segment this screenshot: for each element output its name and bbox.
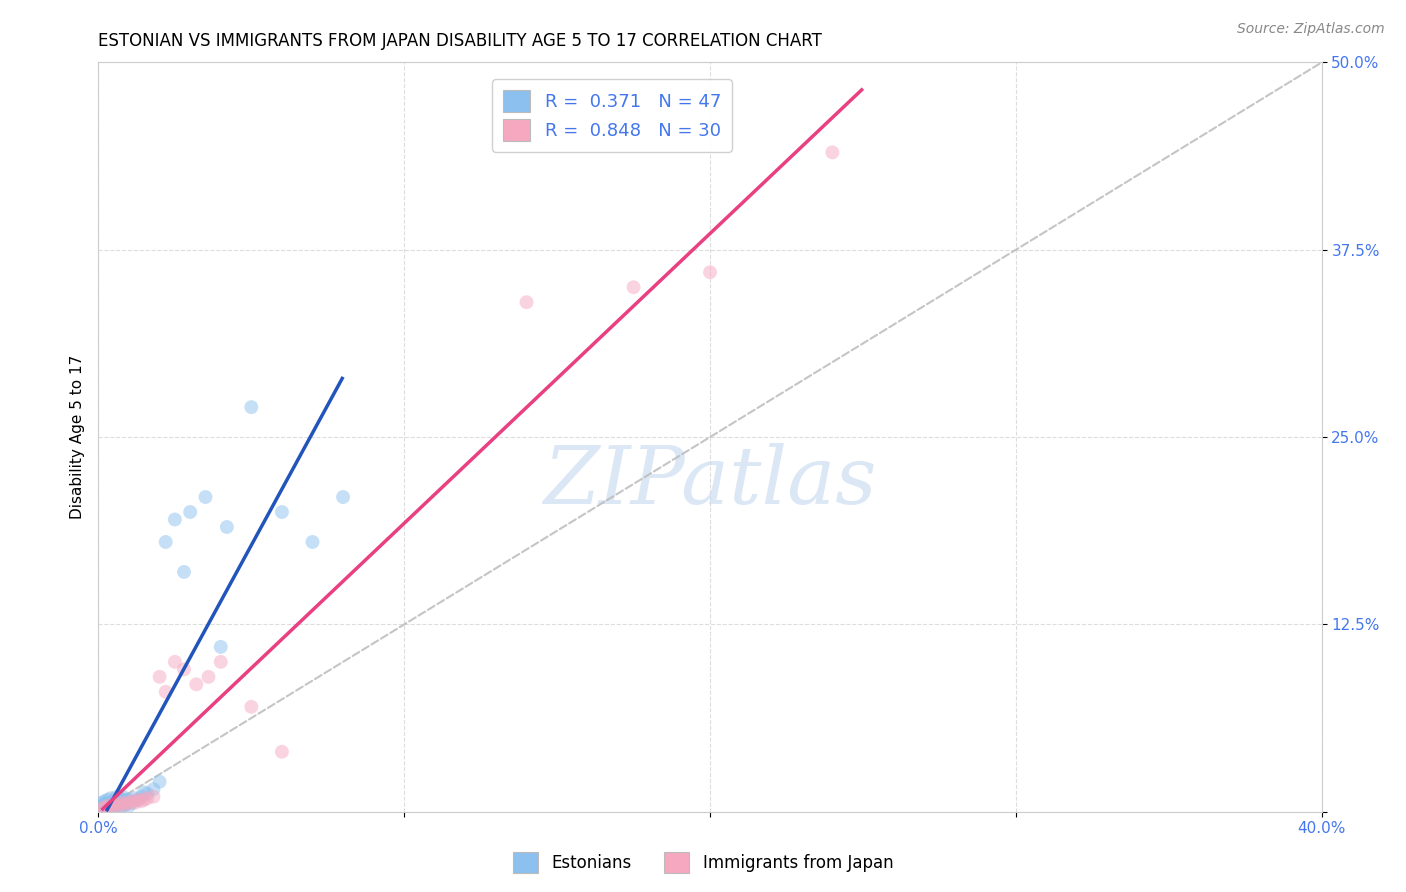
Point	[93, 797, 115, 812]
Point	[129, 794, 152, 808]
Point	[699, 265, 721, 279]
Point	[103, 794, 125, 808]
Point	[163, 512, 186, 526]
Point	[97, 793, 120, 807]
Point	[97, 798, 120, 813]
Point	[118, 798, 141, 813]
Point	[108, 791, 131, 805]
Point	[100, 800, 122, 814]
Point	[301, 535, 323, 549]
Point	[103, 797, 125, 812]
Point	[516, 295, 538, 310]
Point	[93, 800, 115, 814]
Point	[124, 791, 146, 805]
Text: ZIPatlas: ZIPatlas	[543, 443, 877, 521]
Point	[129, 789, 152, 804]
Point	[118, 793, 141, 807]
Point	[332, 490, 354, 504]
Legend: Estonians, Immigrants from Japan: Estonians, Immigrants from Japan	[506, 846, 900, 880]
Point	[100, 796, 122, 810]
Point	[142, 782, 165, 797]
Point	[186, 677, 208, 691]
Point	[108, 798, 131, 813]
Point	[108, 800, 131, 814]
Point	[270, 505, 292, 519]
Point	[103, 798, 125, 813]
Point	[173, 565, 195, 579]
Point	[124, 796, 146, 810]
Point	[93, 794, 115, 808]
Point	[97, 798, 120, 813]
Point	[270, 745, 292, 759]
Legend: R =  0.371   N = 47, R =  0.848   N = 30: R = 0.371 N = 47, R = 0.848 N = 30	[492, 79, 733, 152]
Point	[127, 793, 149, 807]
Point	[115, 797, 138, 812]
Point	[134, 793, 156, 807]
Point	[209, 655, 232, 669]
Point	[240, 400, 263, 414]
Point	[623, 280, 645, 294]
Point	[240, 699, 263, 714]
Point	[90, 802, 112, 816]
Point	[111, 796, 134, 810]
Point	[100, 791, 122, 805]
Point	[93, 800, 115, 814]
Point	[115, 797, 138, 812]
Point	[115, 793, 138, 807]
Point	[90, 798, 112, 813]
Text: ESTONIAN VS IMMIGRANTS FROM JAPAN DISABILITY AGE 5 TO 17 CORRELATION CHART: ESTONIAN VS IMMIGRANTS FROM JAPAN DISABI…	[98, 32, 823, 50]
Point	[149, 670, 172, 684]
Point	[179, 505, 201, 519]
Point	[121, 794, 143, 808]
Point	[103, 800, 125, 814]
Point	[105, 798, 128, 813]
Point	[209, 640, 232, 654]
Point	[90, 802, 112, 816]
Point	[194, 490, 217, 504]
Y-axis label: Disability Age 5 to 17: Disability Age 5 to 17	[69, 355, 84, 519]
Point	[100, 800, 122, 814]
Point	[108, 796, 131, 810]
Point	[136, 791, 159, 805]
Point	[197, 670, 219, 684]
Point	[215, 520, 238, 534]
Point	[136, 787, 159, 801]
Point	[90, 796, 112, 810]
Point	[155, 535, 177, 549]
Point	[149, 774, 172, 789]
Point	[105, 797, 128, 812]
Point	[155, 685, 177, 699]
Point	[142, 789, 165, 804]
Point	[121, 796, 143, 810]
Point	[173, 662, 195, 676]
Point	[134, 785, 156, 799]
Point	[111, 798, 134, 813]
Point	[105, 789, 128, 804]
Text: Source: ZipAtlas.com: Source: ZipAtlas.com	[1237, 22, 1385, 37]
Point	[105, 796, 128, 810]
Point	[163, 655, 186, 669]
Point	[118, 796, 141, 810]
Point	[111, 789, 134, 804]
Point	[821, 145, 844, 160]
Point	[97, 802, 120, 816]
Point	[111, 794, 134, 808]
Point	[127, 793, 149, 807]
